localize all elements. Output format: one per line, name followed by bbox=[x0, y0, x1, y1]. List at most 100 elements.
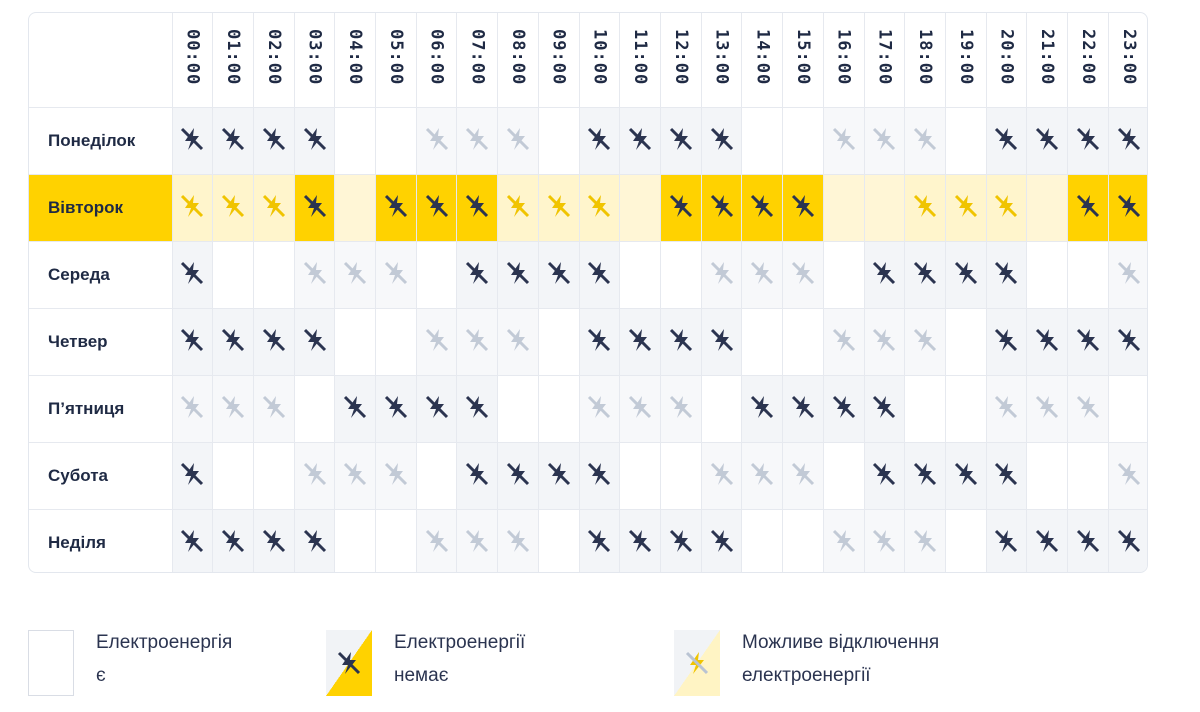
slot-power-on bbox=[904, 375, 946, 443]
slot-no-power bbox=[172, 241, 214, 309]
day-label: Середа bbox=[29, 241, 173, 309]
slot-no-power bbox=[1026, 107, 1069, 175]
slot-possible-outage bbox=[456, 107, 499, 175]
slot-possible-outage bbox=[334, 442, 377, 510]
slot-no-power bbox=[416, 375, 458, 443]
no-power-icon bbox=[1117, 529, 1140, 552]
slot-power-on bbox=[945, 375, 987, 443]
slot-no-power bbox=[456, 442, 499, 510]
no-power-icon bbox=[506, 462, 530, 485]
hour-label: 15:00 bbox=[792, 29, 813, 86]
slot-no-power bbox=[741, 174, 784, 242]
slot-possible-outage bbox=[986, 375, 1028, 443]
no-power-icon bbox=[181, 328, 204, 351]
possible-outage-icon bbox=[466, 328, 489, 351]
slot-no-power bbox=[579, 107, 621, 175]
slot-no-power bbox=[294, 509, 336, 572]
possible-outage-icon bbox=[466, 127, 489, 150]
no-power-icon bbox=[1036, 127, 1059, 150]
day-row: Четвер bbox=[29, 308, 1147, 376]
slot-no-power bbox=[660, 107, 702, 175]
no-power-icon bbox=[506, 261, 530, 284]
slot-power-on bbox=[741, 107, 784, 175]
hour-label: 22:00 bbox=[1077, 29, 1098, 86]
possible-outage-icon bbox=[751, 462, 774, 485]
possible-outage-icon bbox=[1117, 462, 1140, 485]
possible-outage-icon bbox=[425, 328, 448, 351]
slot-possible-outage bbox=[456, 308, 499, 376]
slot-power-on bbox=[741, 308, 784, 376]
legend-power-on-swatch bbox=[28, 630, 74, 696]
slot-power-on bbox=[864, 174, 906, 242]
day-row: Понеділок bbox=[29, 107, 1147, 175]
slot-no-power bbox=[1108, 107, 1147, 175]
slot-no-power bbox=[986, 509, 1028, 572]
no-power-icon bbox=[181, 127, 204, 150]
slot-possible-outage bbox=[416, 107, 458, 175]
no-power-icon bbox=[914, 261, 937, 284]
hour-header: 23:00 bbox=[1108, 13, 1147, 108]
slot-no-power bbox=[823, 375, 865, 443]
hour-label: 19:00 bbox=[955, 29, 976, 86]
hour-label: 11:00 bbox=[630, 29, 651, 86]
no-power-icon bbox=[1076, 194, 1099, 217]
slot-no-power bbox=[986, 442, 1028, 510]
slot-no-power bbox=[579, 308, 621, 376]
no-power-icon bbox=[751, 194, 774, 217]
slot-no-power bbox=[375, 174, 417, 242]
slot-possible-outage bbox=[1026, 375, 1069, 443]
slot-possible-outage bbox=[456, 509, 499, 572]
day-row: Вівторок bbox=[29, 174, 1147, 242]
slot-no-power bbox=[579, 241, 621, 309]
hour-header: 08:00 bbox=[497, 13, 539, 108]
slot-no-power bbox=[579, 442, 621, 510]
hour-header: 19:00 bbox=[945, 13, 987, 108]
no-power-icon bbox=[588, 462, 611, 485]
slot-no-power bbox=[1067, 174, 1109, 242]
slot-power-on bbox=[375, 509, 417, 572]
possible-outage-icon bbox=[791, 462, 815, 485]
slot-power-on bbox=[945, 509, 987, 572]
slot-power-on bbox=[782, 107, 824, 175]
slot-possible-outage bbox=[375, 442, 417, 510]
slot-no-power bbox=[253, 509, 295, 572]
possible-outage-icon bbox=[384, 462, 407, 485]
no-power-icon bbox=[791, 194, 815, 217]
slot-possible-outage bbox=[904, 308, 946, 376]
slot-no-power bbox=[701, 174, 743, 242]
no-power-icon bbox=[262, 127, 285, 150]
slot-power-on bbox=[538, 375, 580, 443]
no-power-icon bbox=[629, 529, 652, 552]
no-power-icon bbox=[629, 328, 652, 351]
slot-possible-outage bbox=[497, 509, 539, 572]
slot-no-power bbox=[212, 509, 254, 572]
possible-outage-icon bbox=[873, 529, 896, 552]
slot-no-power bbox=[456, 375, 499, 443]
slot-no-power bbox=[172, 107, 214, 175]
hour-header: 07:00 bbox=[456, 13, 499, 108]
hour-label: 02:00 bbox=[263, 29, 284, 86]
no-power-icon bbox=[669, 328, 692, 351]
slot-possible-outage bbox=[375, 241, 417, 309]
possible-outage-icon bbox=[1076, 395, 1099, 418]
hour-header: 05:00 bbox=[375, 13, 417, 108]
possible-outage-icon bbox=[588, 194, 611, 217]
possible-outage-icon bbox=[710, 261, 733, 284]
slot-power-on bbox=[823, 174, 865, 242]
slot-power-on bbox=[701, 375, 743, 443]
slot-possible-outage bbox=[741, 442, 784, 510]
slot-power-on bbox=[1067, 241, 1109, 309]
slot-no-power bbox=[782, 375, 824, 443]
possible-outage-icon bbox=[425, 127, 448, 150]
possible-outage-icon bbox=[303, 261, 326, 284]
hour-header: 15:00 bbox=[782, 13, 824, 108]
slot-possible-outage bbox=[497, 308, 539, 376]
no-power-icon bbox=[222, 328, 245, 351]
slot-possible-outage bbox=[172, 174, 214, 242]
possible-outage-icon bbox=[995, 395, 1018, 418]
slot-no-power bbox=[904, 241, 946, 309]
hour-header: 12:00 bbox=[660, 13, 702, 108]
legend-possible-outage-line2: електроенергії bbox=[742, 665, 871, 686]
possible-outage-icon bbox=[832, 328, 855, 351]
slot-no-power bbox=[456, 174, 499, 242]
